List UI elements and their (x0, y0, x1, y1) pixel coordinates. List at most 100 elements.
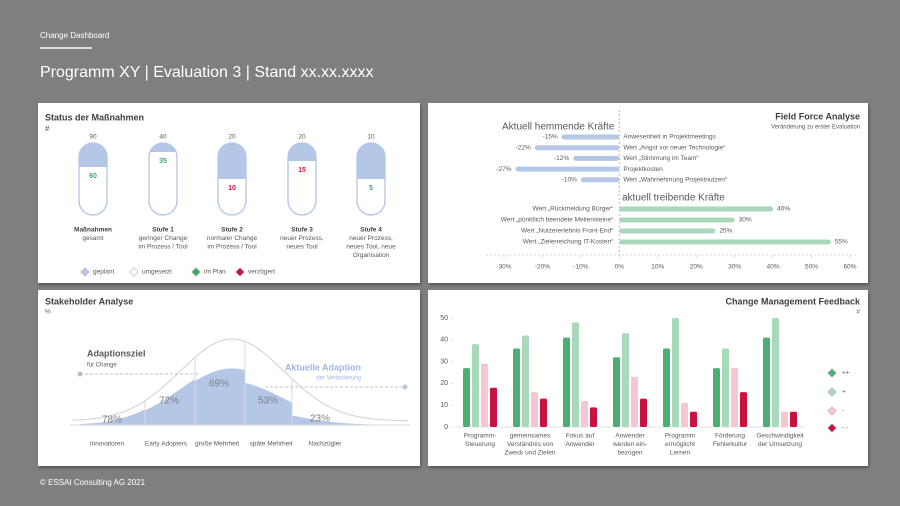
bar (531, 392, 538, 427)
group-title: aktuell treibende Kräfte (622, 193, 725, 204)
panel-title: Status der Maßnahmen (45, 112, 144, 122)
x-tick-label: ermöglicht (665, 441, 695, 448)
category-label: normaler Change (207, 235, 258, 242)
bar (631, 376, 638, 427)
bar (740, 392, 747, 427)
value-label: -10% (562, 177, 577, 184)
panel-title: Field Force Analyse (775, 111, 860, 121)
legend-swatch (827, 406, 837, 416)
bar (619, 239, 831, 245)
bar (690, 411, 697, 427)
x-tick-label: Fehlerkultur (713, 441, 748, 448)
value-label: 30% (739, 217, 752, 224)
category-label: Stufe 1 (152, 227, 174, 234)
annotation-text: der Veränderung (316, 376, 361, 382)
x-tick-label: Fokus auf (566, 433, 595, 440)
footer: © ESSAI Consulting AG 2021 (40, 478, 146, 487)
x-tick-label: Steuerung (465, 441, 495, 448)
legend-swatch (827, 423, 837, 433)
category-label: neues Tool, neue (346, 244, 396, 251)
bar (580, 177, 620, 183)
target-dot (77, 371, 83, 377)
unit-label: # (856, 309, 860, 316)
x-tick-label: 10% (651, 264, 664, 271)
planned-fill (218, 143, 246, 179)
x-tick-label: 50% (805, 264, 818, 271)
y-tick-label: 30 (440, 358, 448, 365)
category-label: Stufe 4 (360, 227, 382, 234)
done-label: 15 (298, 167, 306, 174)
planned-fill (288, 143, 316, 161)
x-tick-label: werden ein- (612, 441, 647, 448)
category-label: neuer Prozess, (280, 235, 324, 242)
x-tick-label: der Umsetzung (758, 441, 802, 448)
current-dot (402, 384, 408, 390)
x-tick-label: Anwender (565, 441, 595, 448)
bar (763, 337, 770, 427)
bar (573, 155, 620, 161)
group-title: Aktuell hemmende Kräfte (502, 122, 615, 133)
legend-label: verzögert (248, 269, 275, 276)
bar (713, 368, 720, 427)
category-label: Stufe 2 (221, 227, 243, 234)
category-label: Wert „Wahrnehmung Projektnutzen“ (623, 177, 727, 184)
bar (781, 411, 788, 427)
x-tick-label: -20% (535, 264, 550, 271)
header-subtitle: Change Dashboard (40, 31, 109, 40)
legend-label: - (842, 408, 844, 415)
done-label: 10 (228, 185, 236, 192)
done-label: 5 (369, 185, 373, 192)
x-tick-label: -10% (573, 264, 588, 271)
bar (619, 228, 716, 234)
panel (428, 103, 868, 283)
capsule (148, 142, 178, 216)
legend-label: + (842, 389, 846, 396)
category-label: Innovatoren (90, 441, 125, 448)
bar (622, 333, 629, 427)
x-tick-label: -30% (496, 264, 511, 271)
header-title: Programm XY | Evaluation 3 | Stand xx.xx… (40, 64, 373, 81)
category-label: neues Tool (286, 244, 318, 251)
x-tick-label: 30% (728, 264, 741, 271)
bar (672, 318, 679, 427)
value-label: 53% (258, 396, 278, 407)
bar (513, 348, 520, 427)
legend-label: geplant (93, 269, 115, 276)
bar (722, 348, 729, 427)
value-label: -15% (542, 134, 557, 141)
legend-swatch (191, 267, 201, 277)
category-label: gesamt (82, 235, 104, 242)
category-label: Anwesenheit in Projektmeetings (623, 134, 716, 141)
bar (790, 411, 797, 427)
legend-label: umgesetzt (142, 269, 172, 276)
adoption-segment (80, 409, 145, 425)
x-tick-label: 0% (615, 264, 625, 271)
total-label: 40 (159, 134, 167, 141)
x-tick-label: 20% (690, 264, 703, 271)
panel-subtitle: Veränderung zu erster Evaluation (771, 125, 860, 131)
planned-fill (357, 143, 385, 179)
bar (463, 368, 470, 427)
legend-label: im Plan (204, 269, 226, 276)
value-label: 72% (159, 396, 179, 407)
x-tick-label: Lernen (670, 450, 691, 457)
bar (731, 368, 738, 427)
category-label: Wert „Rückmeldung Bürger“ (533, 206, 614, 213)
category-label: geringer Change (139, 235, 188, 242)
bar (540, 398, 547, 427)
x-tick-label: Zweck und Zielen (505, 450, 556, 457)
total-label: 20 (298, 134, 306, 141)
total-label: 90 (89, 134, 97, 141)
category-label: Wert „pünktlich beendete Meilensteine“ (501, 217, 614, 224)
x-tick-label: Programm (665, 433, 695, 440)
category-label: im Prozess / Tool (138, 244, 188, 251)
value-label: -12% (554, 155, 569, 162)
panel-title: Change Management Feedback (725, 296, 861, 306)
unit-label: % (45, 309, 51, 316)
bar (534, 145, 620, 151)
legend-swatch (235, 267, 245, 277)
capsule-outline (217, 142, 247, 216)
value-label: -27% (496, 166, 511, 173)
legend-label: - - (842, 425, 848, 432)
